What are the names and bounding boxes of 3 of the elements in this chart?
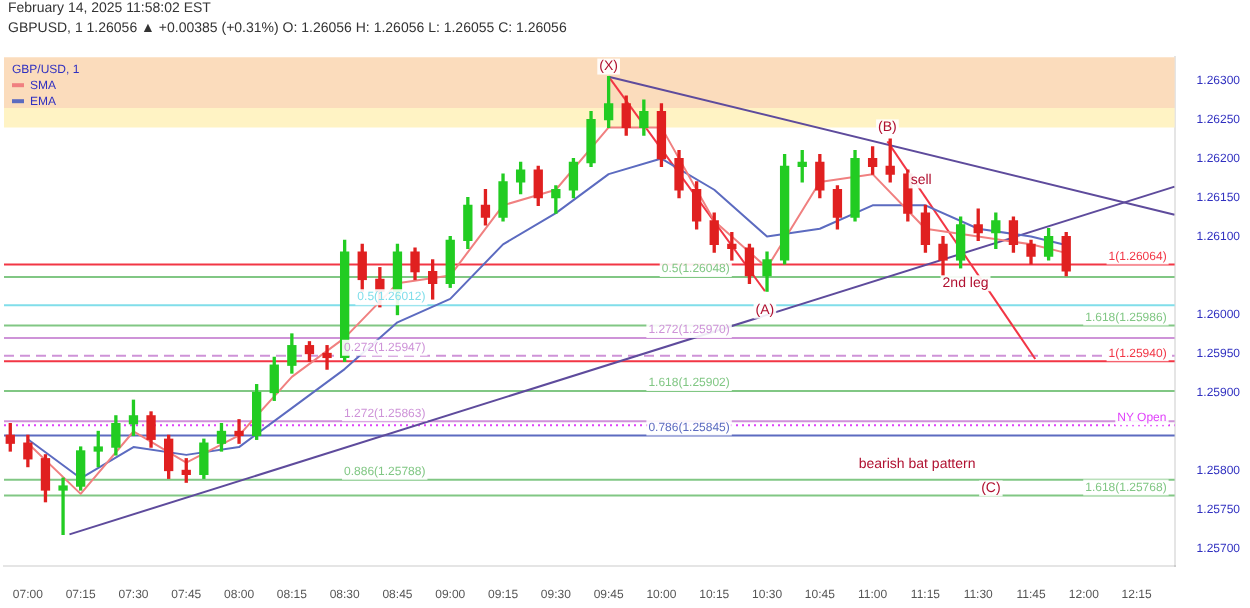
candlestick: [58, 477, 68, 536]
candlestick: [234, 419, 244, 444]
candlestick: [322, 345, 332, 370]
